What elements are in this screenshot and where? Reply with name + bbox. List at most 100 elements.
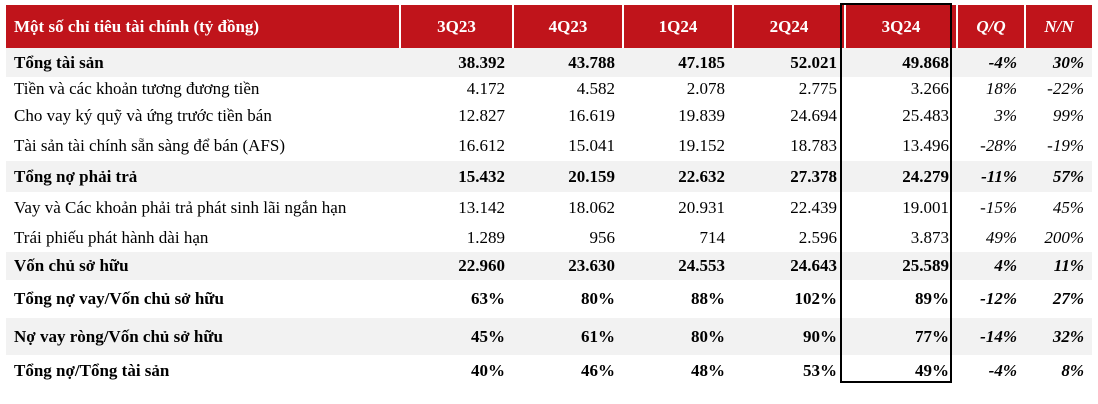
table-row: Tổng nợ vay/Vốn chủ sở hữu 63% 80% 88% 102% 8… [6, 280, 1092, 318]
cell-2q24: 2.775 [798, 79, 837, 98]
row-label: Tài sản tài chính sẵn sàng để bán (AFS) [14, 136, 285, 155]
cell-qoq: -4% [957, 48, 1025, 77]
cell-1q24: 88% [691, 289, 725, 308]
cell-2q24: 2.596 [798, 228, 837, 247]
cell-4q23: 956 [589, 228, 616, 247]
row-label: Trái phiếu phát hành dài hạn [14, 228, 209, 247]
row-label: Vốn chủ sở hữu [6, 252, 400, 280]
row-label: Vay và Các khoản phải trả phát sinh lãi … [14, 198, 347, 217]
cell-3q24: 49.868 [845, 48, 957, 77]
cell-yoy: 32% [1025, 318, 1092, 355]
cell-3q24: 24.279 [845, 161, 957, 192]
cell-yoy: 200% [1044, 228, 1084, 247]
cell-yoy: 30% [1025, 48, 1092, 77]
cell-2q24: 90% [733, 318, 845, 355]
cell-3q23: 16.612 [458, 136, 505, 155]
cell-2q24: 52.021 [733, 48, 845, 77]
cell-qoq: -15% [980, 198, 1017, 217]
cell-yoy: 99% [1052, 106, 1084, 125]
table-row: Trái phiếu phát hành dài hạn 1.289 956 714 2… [6, 224, 1092, 252]
cell-qoq: 3% [994, 106, 1017, 125]
cell-1q24: 2.078 [686, 79, 725, 98]
cell-4q23: 43.788 [513, 48, 623, 77]
table-body: Tổng tài sản 38.392 43.788 47.185 52.021 49.8… [6, 48, 1092, 386]
cell-3q23: 1.289 [466, 228, 505, 247]
table-row: Tổng nợ phải trả 15.432 20.159 22.632 27.378… [6, 161, 1092, 192]
header-3q24: 3Q24 [845, 5, 958, 48]
header-3q23: 3Q23 [400, 5, 514, 48]
cell-4q23: 15.041 [568, 136, 615, 155]
row-label: Tổng tài sản [6, 48, 400, 77]
cell-qoq: -14% [957, 318, 1025, 355]
cell-3q23: 40% [471, 360, 505, 380]
cell-qoq: -4% [988, 360, 1017, 380]
cell-3q24: 89% [915, 289, 949, 308]
cell-yoy: 57% [1025, 161, 1092, 192]
table-row: Cho vay ký quỹ và ứng trước tiền bán 12.8… [6, 101, 1092, 131]
header-yoy: N/N [1025, 5, 1092, 48]
cell-3q23: 13.142 [458, 198, 505, 217]
cell-yoy: -19% [1047, 136, 1084, 155]
row-label: Tiền và các khoản tương đương tiền [14, 79, 260, 98]
cell-1q24: 24.553 [623, 252, 733, 280]
cell-1q24: 19.839 [678, 106, 725, 125]
cell-3q23: 45% [400, 318, 513, 355]
header-2q24: 2Q24 [733, 5, 846, 48]
cell-yoy: 11% [1025, 252, 1092, 280]
row-label: Nợ vay ròng/Vốn chủ sở hữu [6, 318, 400, 355]
cell-3q24: 25.483 [902, 106, 949, 125]
cell-4q23: 46% [581, 360, 615, 380]
cell-4q23: 20.159 [513, 161, 623, 192]
cell-3q24: 49% [915, 360, 949, 380]
cell-yoy: 8% [1061, 360, 1084, 380]
cell-3q23: 63% [471, 289, 505, 308]
cell-4q23: 18.062 [568, 198, 615, 217]
table-row: Tài sản tài chính sẵn sàng để bán (AFS) 1… [6, 131, 1092, 161]
cell-qoq: -28% [980, 136, 1017, 155]
cell-3q23: 4.172 [466, 79, 505, 98]
table-row: Tổng tài sản 38.392 43.788 47.185 52.021 49.8… [6, 48, 1092, 77]
row-label: Tổng nợ phải trả [6, 161, 400, 192]
cell-1q24: 22.632 [623, 161, 733, 192]
header-1q24: 1Q24 [623, 5, 734, 48]
table-row: Vốn chủ sở hữu 22.960 23.630 24.553 24.643 25… [6, 252, 1092, 280]
cell-2q24: 22.439 [790, 198, 837, 217]
cell-3q24: 25.589 [845, 252, 957, 280]
cell-3q23: 38.392 [400, 48, 513, 77]
header-indicator-label: Một số chỉ tiêu tài chính (tỷ đồng) [6, 5, 401, 48]
cell-1q24: 47.185 [623, 48, 733, 77]
cell-3q23: 15.432 [400, 161, 513, 192]
table-header-row: Một số chỉ tiêu tài chính (tỷ đồng) 3Q23… [6, 5, 1092, 48]
table-row: Vay và Các khoản phải trả phát sinh lãi … [6, 192, 1092, 224]
cell-3q24: 77% [845, 318, 957, 355]
financial-indicators-table-wrapper: Một số chỉ tiêu tài chính (tỷ đồng) 3Q23… [6, 5, 1092, 386]
cell-3q24: 19.001 [902, 198, 949, 217]
cell-3q23: 12.827 [458, 106, 505, 125]
row-label: Tổng nợ vay/Vốn chủ sở hữu [14, 289, 224, 308]
financial-indicators-table: Một số chỉ tiêu tài chính (tỷ đồng) 3Q23… [6, 5, 1092, 386]
cell-2q24: 53% [803, 360, 837, 380]
cell-3q24: 3.266 [910, 79, 949, 98]
cell-1q24: 20.931 [678, 198, 725, 217]
header-4q23: 4Q23 [513, 5, 624, 48]
cell-1q24: 48% [691, 360, 725, 380]
cell-qoq: 49% [985, 228, 1017, 247]
header-qoq: Q/Q [957, 5, 1026, 48]
cell-yoy: 27% [1052, 289, 1084, 308]
cell-4q23: 4.582 [576, 79, 615, 98]
cell-yoy: -22% [1047, 79, 1084, 98]
cell-2q24: 24.643 [733, 252, 845, 280]
cell-qoq: -12% [980, 289, 1017, 308]
table-row: Tiền và các khoản tương đương tiền 4.172 4… [6, 77, 1092, 101]
row-label: Tổng nợ/Tổng tài sản [14, 360, 170, 380]
cell-4q23: 61% [513, 318, 623, 355]
cell-2q24: 18.783 [790, 136, 837, 155]
cell-4q23: 23.630 [513, 252, 623, 280]
cell-2q24: 27.378 [733, 161, 845, 192]
row-label: Cho vay ký quỹ và ứng trước tiền bán [14, 106, 272, 125]
cell-1q24: 714 [699, 228, 726, 247]
table-row: Tổng nợ/Tổng tài sản 40% 46% 48% 53% 49% -4% 8% [6, 355, 1092, 386]
cell-1q24: 19.152 [678, 136, 725, 155]
cell-qoq: 4% [957, 252, 1025, 280]
table-row: Nợ vay ròng/Vốn chủ sở hữu 45% 61% 80% 90% 77… [6, 318, 1092, 355]
